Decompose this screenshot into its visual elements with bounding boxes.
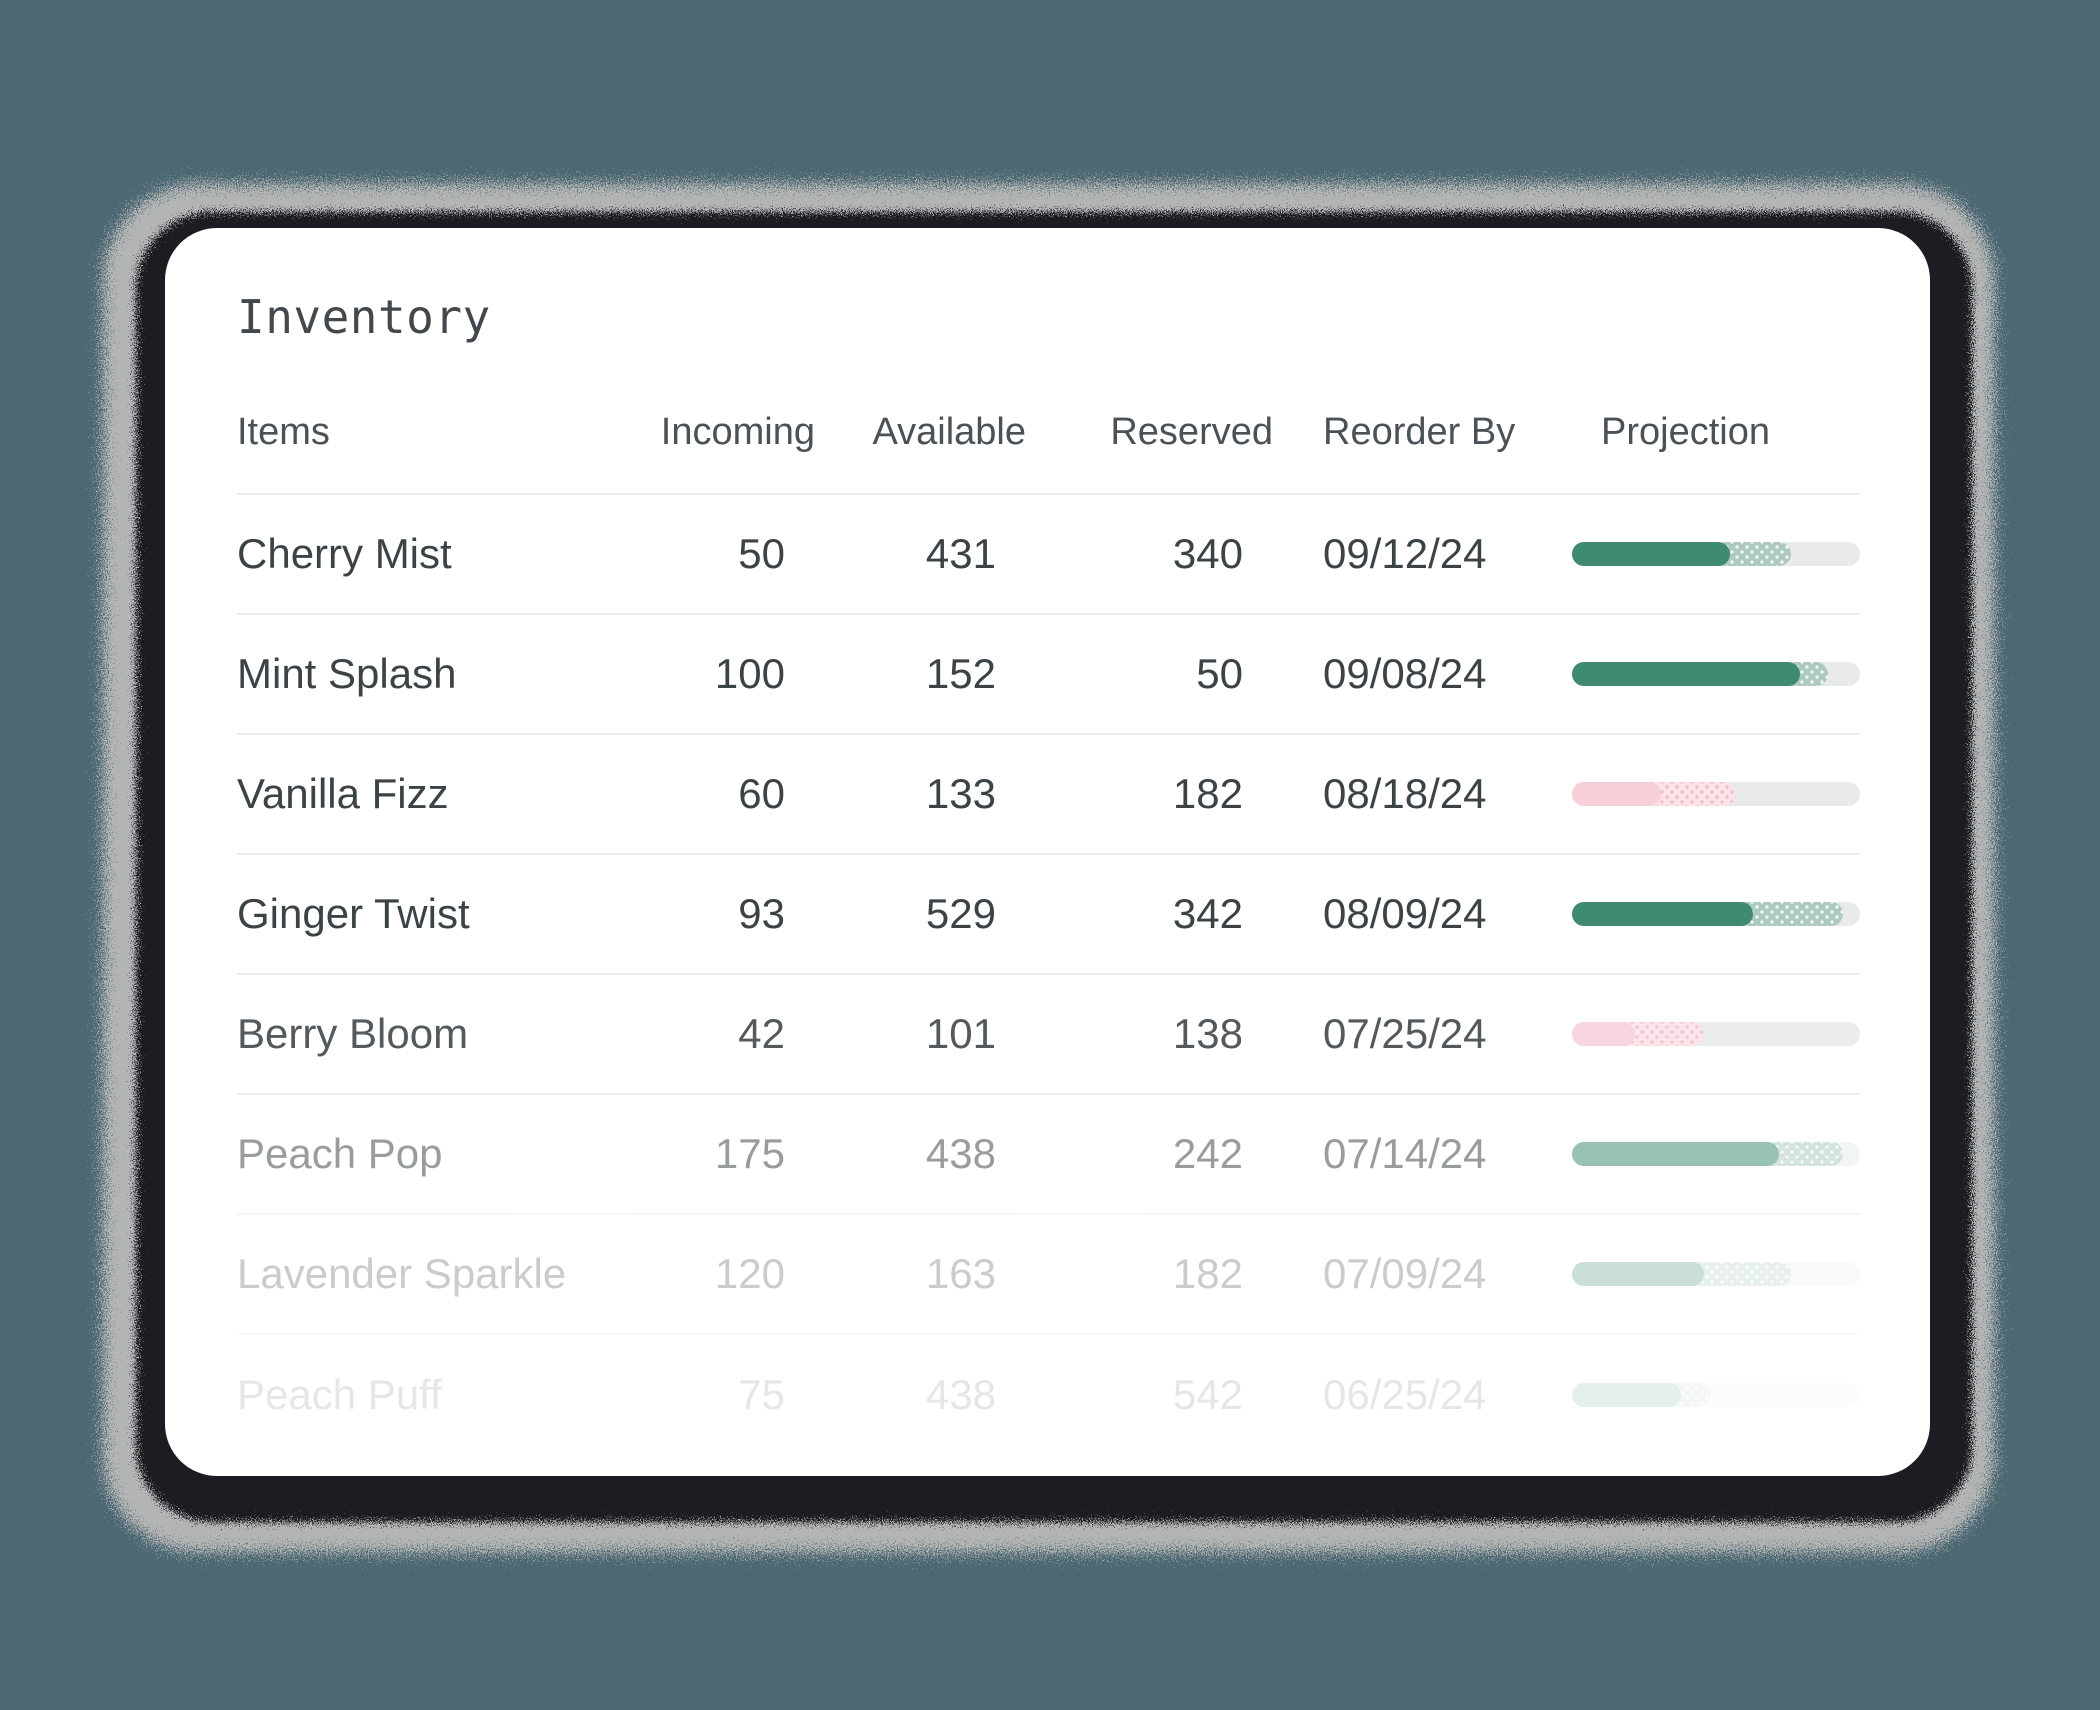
cell-incoming: 175 xyxy=(714,1130,785,1178)
projection-bar xyxy=(1572,1142,1860,1167)
cell-reorder_by: 09/12/24 xyxy=(1323,530,1487,578)
cell-reserved: 138 xyxy=(1172,1010,1243,1058)
column-header-reorder_by: Reorder By xyxy=(1323,410,1516,453)
cell-items: Vanilla Fizz xyxy=(237,770,449,818)
page-title: Inventory xyxy=(237,290,491,344)
projection-bar xyxy=(1572,782,1860,807)
cell-projection xyxy=(1559,782,1860,807)
cell-reorder_by: 08/18/24 xyxy=(1323,770,1487,818)
column-header-projection: Projection xyxy=(1601,410,1770,453)
cell-available: 438 xyxy=(925,1130,996,1178)
cell-available: 163 xyxy=(925,1250,996,1298)
table-row[interactable]: Cherry Mist 50 431 340 09/12/24 xyxy=(237,495,1860,616)
projection-bar xyxy=(1572,1262,1860,1287)
cell-projection xyxy=(1559,902,1860,927)
projection-bar-solid-segment xyxy=(1572,1383,1682,1408)
cell-projection xyxy=(1559,1022,1860,1047)
cell-reorder_by: 07/09/24 xyxy=(1323,1250,1487,1298)
cell-available: 438 xyxy=(925,1371,996,1419)
projection-bar-solid-segment xyxy=(1572,662,1800,687)
cell-items: Peach Pop xyxy=(237,1130,443,1178)
cell-incoming: 60 xyxy=(738,770,785,818)
cell-incoming: 100 xyxy=(714,650,785,698)
cell-available: 529 xyxy=(925,890,996,938)
projection-bar-solid-segment xyxy=(1572,1022,1636,1047)
cell-projection xyxy=(1559,1383,1860,1408)
column-header-available: Available xyxy=(872,410,1026,453)
cell-reorder_by: 09/08/24 xyxy=(1323,650,1487,698)
projection-bar-solid-segment xyxy=(1572,1142,1780,1167)
cell-items: Ginger Twist xyxy=(237,890,470,938)
inventory-card: Inventory Items Incoming Available Reserved… xyxy=(165,228,1930,1476)
table-header-row: Items Incoming Available Reserved Reorder By… xyxy=(237,345,1860,496)
table-row[interactable]: Peach Puff 75 438 542 06/25/24 xyxy=(237,1335,1860,1455)
cell-reorder_by: 07/25/24 xyxy=(1323,1010,1487,1058)
cell-incoming: 120 xyxy=(714,1250,785,1298)
cell-projection xyxy=(1559,662,1860,687)
table-row[interactable]: Berry Bloom 42 101 138 07/25/24 xyxy=(237,975,1860,1096)
cell-reserved: 342 xyxy=(1172,890,1243,938)
cell-incoming: 50 xyxy=(738,530,785,578)
projection-bar-dotted-segment xyxy=(1572,1383,1711,1408)
projection-bar-dotted-segment xyxy=(1572,1262,1791,1287)
cell-incoming: 93 xyxy=(738,890,785,938)
cell-available: 133 xyxy=(925,770,996,818)
cell-reserved: 242 xyxy=(1172,1130,1243,1178)
cell-reorder_by: 06/25/24 xyxy=(1323,1371,1487,1419)
projection-bar-solid-segment xyxy=(1572,542,1731,567)
cell-projection xyxy=(1559,1142,1860,1167)
cell-reserved: 340 xyxy=(1172,530,1243,578)
cell-reserved: 182 xyxy=(1172,1250,1243,1298)
table-row[interactable]: Mint Splash 100 152 50 09/08/24 xyxy=(237,615,1860,736)
cell-items: Berry Bloom xyxy=(237,1010,469,1058)
projection-bar xyxy=(1572,662,1860,687)
table-row[interactable]: Vanilla Fizz 60 133 182 08/18/24 xyxy=(237,735,1860,856)
table-row[interactable]: Ginger Twist 93 529 342 08/09/24 xyxy=(237,855,1860,976)
cell-incoming: 42 xyxy=(738,1010,785,1058)
projection-bar-solid-segment xyxy=(1572,1262,1705,1287)
projection-bar-solid-segment xyxy=(1572,902,1754,927)
table-row[interactable]: Lavender Sparkle 120 163 182 07/09/24 xyxy=(237,1215,1860,1336)
cell-reserved: 542 xyxy=(1172,1371,1243,1419)
cell-items: Peach Puff xyxy=(237,1371,442,1419)
projection-bar xyxy=(1572,1022,1860,1047)
cell-items: Lavender Sparkle xyxy=(237,1250,567,1298)
column-header-incoming: Incoming xyxy=(660,410,815,453)
cell-items: Cherry Mist xyxy=(237,530,452,578)
cell-reorder_by: 07/14/24 xyxy=(1323,1130,1487,1178)
cell-available: 101 xyxy=(925,1010,996,1058)
projection-bar xyxy=(1572,1383,1860,1408)
cell-reserved: 182 xyxy=(1172,770,1243,818)
table-body: Cherry Mist 50 431 340 09/12/24 Mint Splash 10… xyxy=(237,495,1860,1455)
cell-available: 152 xyxy=(925,650,996,698)
cell-available: 431 xyxy=(925,530,996,578)
projection-bar xyxy=(1572,902,1860,927)
table-row[interactable]: Peach Pop 175 438 242 07/14/24 xyxy=(237,1095,1860,1216)
projection-bar xyxy=(1572,542,1860,567)
cell-reorder_by: 08/09/24 xyxy=(1323,890,1487,938)
cell-incoming: 75 xyxy=(738,1371,785,1419)
cell-reserved: 50 xyxy=(1196,650,1243,698)
cell-projection xyxy=(1559,1262,1860,1287)
column-header-reserved: Reserved xyxy=(1110,410,1273,453)
cell-items: Mint Splash xyxy=(237,650,457,698)
projection-bar-solid-segment xyxy=(1572,782,1662,807)
cell-projection xyxy=(1559,542,1860,567)
column-header-items: Items xyxy=(237,410,330,453)
